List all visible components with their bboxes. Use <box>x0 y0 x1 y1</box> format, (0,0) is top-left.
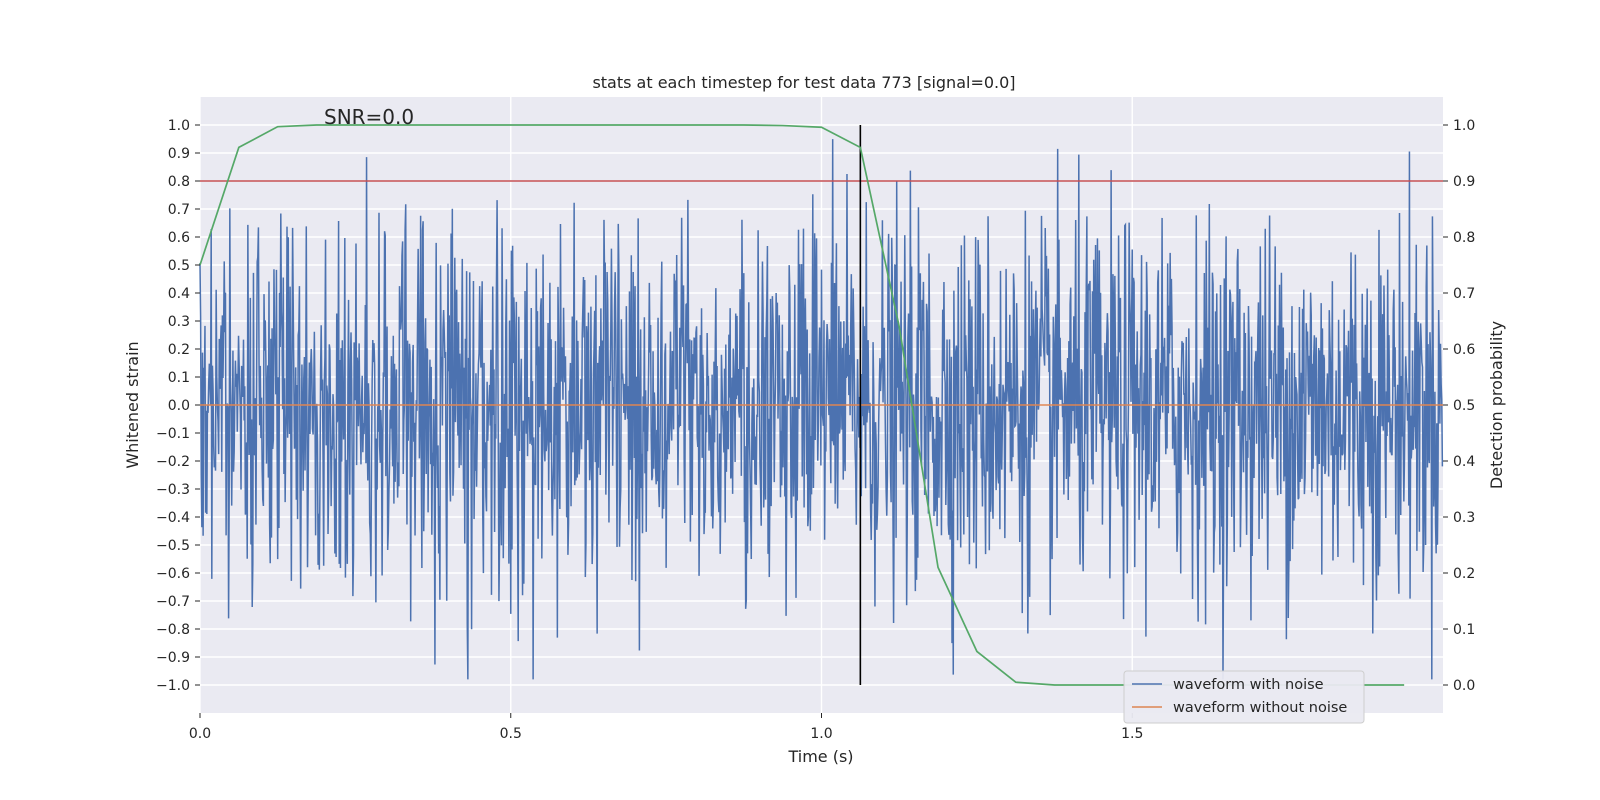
y2-tick-label: 0.3 <box>1453 510 1475 526</box>
x-tick-label: 0.0 <box>189 726 211 742</box>
y-tick-label: −1.0 <box>156 678 190 694</box>
legend[interactable]: waveform with noise waveform without noi… <box>1123 670 1365 724</box>
y2-tick-label: 0.8 <box>1453 230 1475 246</box>
y2-tick-label: 0.5 <box>1453 398 1475 414</box>
series-line-waveform-with-noise <box>199 139 1444 680</box>
y-tick-label: −0.8 <box>156 622 190 638</box>
y2-tick-label: 0.6 <box>1453 342 1475 358</box>
chart-title: stats at each timestep for test data 773… <box>592 73 1015 92</box>
y2-tick-label: 0.7 <box>1453 286 1475 302</box>
x-tick-label: 1.0 <box>810 726 832 742</box>
y-tick-label: 0.4 <box>168 286 190 302</box>
y-tick-label: 0.6 <box>168 230 190 246</box>
y2-tick-label: 0.1 <box>1453 622 1475 638</box>
left-axis: 1.0 0.9 0.8 0.7 0.6 0.5 0.4 0.3 0.2 0.1 0.0 −0.1 −0.… <box>156 118 200 694</box>
y2-tick-label: 0.4 <box>1453 454 1475 470</box>
y-tick-label: −0.1 <box>156 426 190 442</box>
y-tick-label: −0.4 <box>156 510 190 526</box>
snr-annotation: SNR=0.0 <box>324 105 414 129</box>
y-tick-label: −0.2 <box>156 454 190 470</box>
y-tick-label: −0.6 <box>156 566 190 582</box>
y2-axis-label: Detection probability <box>1487 321 1506 489</box>
y2-tick-label: 0.2 <box>1453 566 1475 582</box>
y-tick-label: 0.5 <box>168 258 190 274</box>
x-axis-label: Time (s) <box>787 747 853 766</box>
y-tick-label: 0.9 <box>168 146 190 162</box>
x-axis: 0.0 0.5 1.0 1.5 <box>189 713 1143 742</box>
y-tick-label: −0.3 <box>156 482 190 498</box>
y-axis-label: Whitened strain <box>123 341 142 468</box>
y-tick-label: −0.9 <box>156 650 190 666</box>
series-layer <box>199 124 1444 686</box>
right-axis: 1.0 0.9 0.8 0.7 0.6 0.5 0.4 0.3 0.2 0.1 0.0 <box>1443 118 1475 694</box>
y-tick-label: 0.1 <box>168 370 190 386</box>
y-tick-label: 0.3 <box>168 314 190 330</box>
y-tick-label: 1.0 <box>168 118 190 134</box>
legend-label-clean: waveform without noise <box>1173 700 1347 716</box>
y-tick-label: 0.7 <box>168 202 190 218</box>
y-tick-label: 0.0 <box>168 398 190 414</box>
y2-tick-label: 0.9 <box>1453 174 1475 190</box>
y-tick-label: −0.5 <box>156 538 190 554</box>
y2-tick-label: 0.0 <box>1453 678 1475 694</box>
legend-label-noise: waveform with noise <box>1173 677 1324 693</box>
x-tick-label: 0.5 <box>500 726 522 742</box>
legend-box <box>1123 670 1365 724</box>
y-tick-label: −0.7 <box>156 594 190 610</box>
y2-tick-label: 1.0 <box>1453 118 1475 134</box>
x-tick-label: 1.5 <box>1121 726 1143 742</box>
y-tick-label: 0.8 <box>168 174 190 190</box>
y-tick-label: 0.2 <box>168 342 190 358</box>
